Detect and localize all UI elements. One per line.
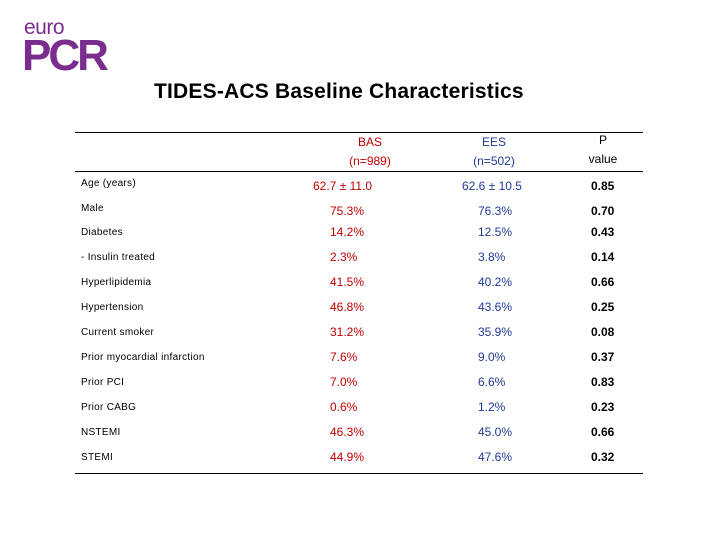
- table-row-label: NSTEMI: [81, 427, 121, 438]
- table-cell-p-value: 0.08: [591, 325, 615, 339]
- table-cell-ees: 6.6%: [478, 375, 506, 389]
- table-cell-p-value: 0.32: [591, 450, 615, 464]
- table-row-label: STEMI: [81, 452, 114, 463]
- table-cell-p-value: 0.14: [591, 250, 615, 264]
- header-bas-name: BAS: [357, 135, 382, 149]
- table-cell-ees: 1.2%: [478, 400, 506, 414]
- table-cell-bas: 62.7 ± 11.0: [313, 179, 373, 193]
- table-cell-p-value: 0.83: [591, 375, 615, 389]
- logo-pcr-text: PCR: [22, 31, 109, 80]
- table-cell-ees: 45.0%: [478, 425, 513, 439]
- table-cell-p-value: 0.25: [591, 300, 615, 314]
- table-bottom-rule: [75, 473, 643, 474]
- table-cell-p-value: 0.85: [591, 179, 615, 193]
- table-row-label: Prior PCI: [81, 377, 125, 388]
- table-cell-ees: 9.0%: [478, 350, 506, 364]
- table-cell-bas: 14.2%: [330, 225, 365, 239]
- table-cell-ees: 35.9%: [478, 325, 513, 339]
- header-bas-n: (n=989): [349, 154, 391, 168]
- table-cell-ees: 12.5%: [478, 225, 513, 239]
- header-p-line1: P: [598, 133, 607, 147]
- logo-euro-text: euro: [24, 16, 65, 39]
- table-cell-bas: 31.2%: [330, 325, 365, 339]
- table-row-label: Current smoker: [81, 327, 155, 338]
- table-row-label: Age (years): [81, 178, 136, 189]
- header-bas: BAS (n=989): [330, 133, 410, 171]
- header-ees-name: EES: [481, 135, 506, 149]
- table-cell-ees: 43.6%: [478, 300, 513, 314]
- table-cell-p-value: 0.66: [591, 275, 615, 289]
- slide-title: TIDES-ACS Baseline Characteristics: [154, 80, 524, 103]
- table-cell-bas: 41.5%: [330, 275, 365, 289]
- table-row-label: Hypertension: [81, 302, 144, 313]
- table-cell-p-value: 0.37: [591, 350, 615, 364]
- table-row-label: - Insulin treated: [81, 252, 156, 263]
- table-cell-bas: 0.6%: [330, 400, 358, 414]
- table-cell-bas: 46.3%: [330, 425, 365, 439]
- table-cell-bas: 44.9%: [330, 450, 365, 464]
- table-cell-ees: 62.6 ± 10.5: [462, 179, 522, 193]
- header-p-line2: value: [588, 152, 618, 166]
- table-row-label: Hyperlipidemia: [81, 277, 152, 288]
- table-cell-p-value: 0.66: [591, 425, 615, 439]
- table-cell-ees: 47.6%: [478, 450, 513, 464]
- header-ees: EES (n=502): [454, 133, 534, 171]
- table-cell-p-value: 0.70: [591, 204, 615, 218]
- table-cell-ees: 3.8%: [478, 250, 506, 264]
- table-row-label: Prior myocardial infarction: [81, 352, 205, 363]
- header-ees-n: (n=502): [473, 154, 515, 168]
- table-cell-bas: 46.8%: [330, 300, 365, 314]
- table-cell-ees: 76.3%: [478, 204, 513, 218]
- table-cell-ees: 40.2%: [478, 275, 513, 289]
- table-cell-bas: 75.3%: [330, 204, 365, 218]
- table-row-label: Male: [81, 203, 104, 214]
- table-top-rule: [75, 132, 643, 133]
- table-cell-p-value: 0.43: [591, 225, 615, 239]
- europcr-logo: euro PCR: [22, 16, 112, 78]
- table-cell-bas: 7.6%: [330, 350, 358, 364]
- table-cell-bas: 7.0%: [330, 375, 358, 389]
- table-header-rule: [75, 171, 643, 172]
- table-row-label: Prior CABG: [81, 402, 137, 413]
- table-row-label: Diabetes: [81, 227, 123, 238]
- table-cell-bas: 2.3%: [330, 250, 358, 264]
- header-p-value: P value: [568, 131, 638, 169]
- table-cell-p-value: 0.23: [591, 400, 615, 414]
